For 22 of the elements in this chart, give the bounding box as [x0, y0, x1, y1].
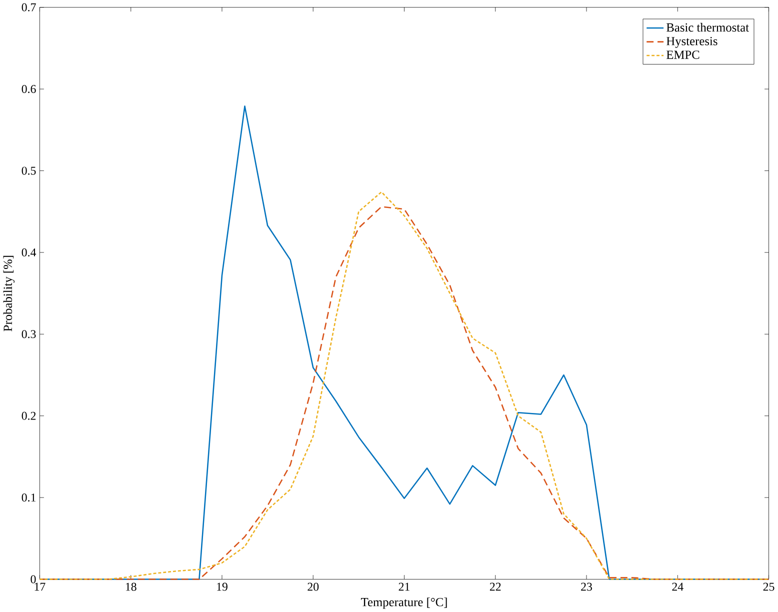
x-tick-label: 23 — [581, 582, 592, 591]
y-tick-label: 0.5 — [22, 166, 36, 175]
y-tick-label: 0.3 — [22, 330, 36, 338]
x-tick-label: 19 — [217, 582, 228, 591]
x-tick-label: 18 — [126, 582, 136, 591]
y-tick-label: 0.2 — [22, 412, 36, 420]
legend-label: Hysteresis — [666, 36, 718, 48]
y-tick-label: 0.4 — [22, 248, 36, 256]
x-tick-label: 24 — [672, 582, 684, 591]
x-tick-label: 22 — [490, 582, 501, 591]
x-tick-label: 25 — [763, 582, 774, 591]
x-axis-title: Temperature [°C] — [360, 598, 447, 609]
legend-label: Basic thermostat — [666, 22, 749, 32]
y-axis-title: Probability [%] — [3, 256, 15, 332]
y-tick-label: 0.6 — [22, 84, 36, 94]
x-tick-label: 20 — [308, 582, 319, 591]
y-tick-label: 0 — [30, 575, 36, 584]
legend-label: EMPC — [666, 50, 700, 59]
x-tick-label: 17 — [34, 582, 46, 591]
x-tick-label: 21 — [398, 582, 410, 591]
y-tick-label: 0.1 — [22, 493, 36, 502]
y-tick-label: 0.7 — [22, 3, 36, 12]
